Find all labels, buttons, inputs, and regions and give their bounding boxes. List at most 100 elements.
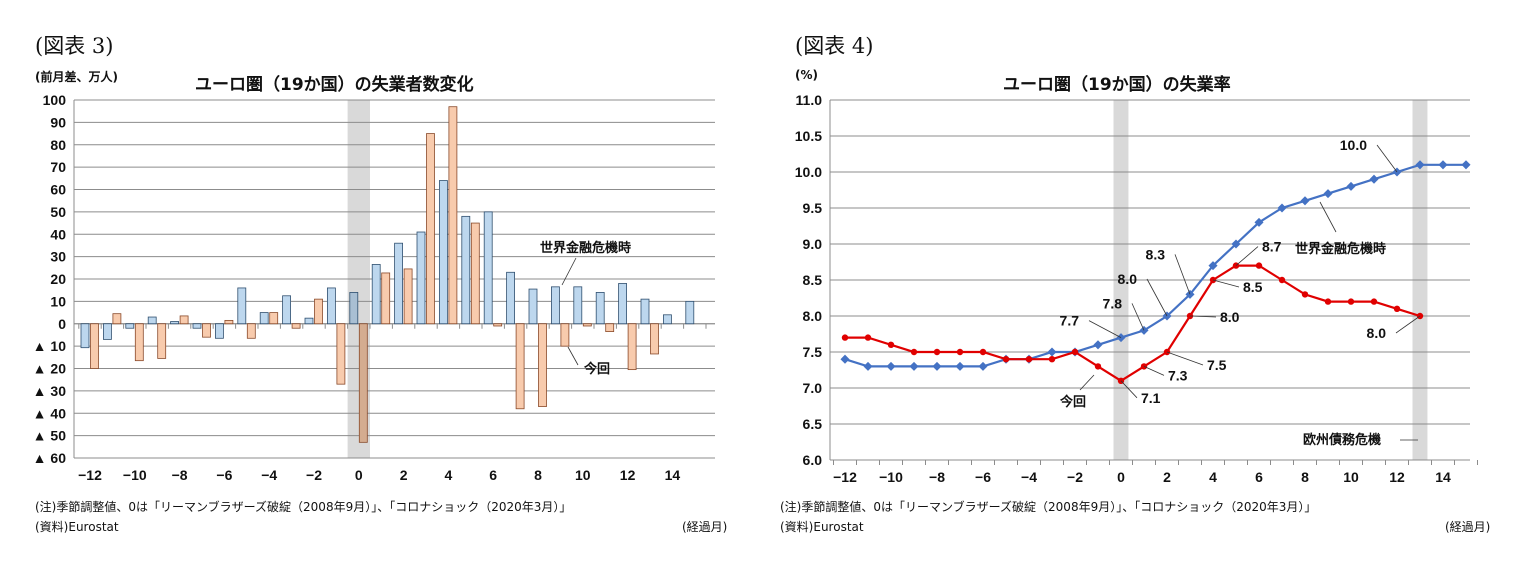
x-tick-label: −4 <box>1021 469 1037 485</box>
x-tick-label: 14 <box>665 467 681 483</box>
y-tick-label: ▲ 20 <box>33 361 67 377</box>
x-tick-label: −10 <box>879 469 903 485</box>
x-tick-label: −4 <box>261 467 277 483</box>
x-tick-label: 12 <box>620 467 636 483</box>
point-gfc <box>1369 174 1379 184</box>
line-chart: 11.010.510.09.59.08.58.07.57.06.56.0−12−… <box>795 92 1478 485</box>
right-annotation-gfc-arrow <box>1319 201 1337 233</box>
point-gfc <box>886 361 896 371</box>
bar-gfc <box>438 180 448 325</box>
point-gfc <box>909 361 919 371</box>
y-tick-label: ▲ 40 <box>33 405 67 421</box>
point-current <box>979 348 987 356</box>
bar-gfc <box>573 286 583 325</box>
bar-gfc <box>483 211 493 325</box>
right-chart-title: ユーロ圏（19か国）の失業率 <box>1003 75 1231 95</box>
y-tick-label: ▲ 30 <box>33 383 67 399</box>
left-note: (注)季節調整値、0は「リーマンブラザーズ破綻（2008年9月）」、「コロナショ… <box>35 500 572 514</box>
x-tick-label: 4 <box>1209 469 1217 485</box>
bar-gfc <box>349 292 359 325</box>
y-tick-label: 9.0 <box>803 236 823 252</box>
right-annotation-gfc: 世界金融危機時 <box>1295 241 1386 257</box>
point-gfc <box>863 361 873 371</box>
x-tick-label: 6 <box>1255 469 1263 485</box>
data-label-leader <box>1174 254 1191 295</box>
y-tick-label: 50 <box>50 204 66 220</box>
y-tick-label: 70 <box>50 159 66 175</box>
point-current <box>1002 356 1010 363</box>
point-current <box>1393 305 1401 312</box>
point-current <box>864 334 872 341</box>
bar-gfc <box>237 287 247 325</box>
bar-gfc <box>259 312 269 325</box>
data-label-leader <box>1143 366 1165 376</box>
bar-gfc <box>282 295 292 325</box>
x-tick-label: −12 <box>833 469 857 485</box>
y-tick-label: 90 <box>50 114 66 130</box>
right-note: (注)季節調整値、0は「リーマンブラザーズ破綻（2008年9月）」、「コロナショ… <box>780 500 1317 514</box>
point-current <box>1025 356 1033 363</box>
left-annotation-gfc: 世界金融危機時 <box>540 240 631 256</box>
y-tick-label: 8.0 <box>803 308 823 324</box>
bar-current <box>358 323 368 443</box>
data-label-leader <box>1131 303 1145 331</box>
right-xlabel: (経過月) <box>1445 520 1491 534</box>
bar-gfc <box>618 283 627 325</box>
x-tick-label: 6 <box>489 467 497 483</box>
x-tick-label: 2 <box>400 467 408 483</box>
data-label-leader <box>1166 351 1204 366</box>
bar-gfc <box>551 286 560 325</box>
y-tick-label: 0 <box>58 316 66 332</box>
bar-current <box>134 323 144 362</box>
y-tick-label: 7.5 <box>803 344 823 360</box>
data-label: 8.0 <box>1367 325 1387 341</box>
data-label-leader <box>1146 278 1168 317</box>
bar-current <box>112 313 122 325</box>
data-label: 7.1 <box>1141 390 1161 406</box>
point-current <box>1140 363 1148 370</box>
y-tick-label: 6.5 <box>803 416 823 432</box>
point-current <box>910 348 918 356</box>
point-gfc <box>1323 189 1333 199</box>
left-annotation-current: 今回 <box>583 361 610 377</box>
data-label-leader <box>1189 315 1217 318</box>
bar-gfc <box>394 242 404 325</box>
bar-current <box>403 268 413 325</box>
data-label: 8.7 <box>1262 239 1282 255</box>
bar-gfc <box>192 323 202 329</box>
x-tick-label: 12 <box>1389 469 1405 485</box>
data-label-leader <box>1088 320 1122 338</box>
bar-gfc <box>528 288 538 325</box>
x-tick-label: −8 <box>172 467 188 483</box>
data-label-leader <box>1212 279 1240 288</box>
bar-current <box>291 323 301 329</box>
bar-current <box>202 323 211 338</box>
y-tick-label: 10 <box>50 293 66 309</box>
bar-current <box>538 323 547 407</box>
point-gfc <box>840 354 850 364</box>
x-tick-label: −2 <box>306 467 322 483</box>
bar-current <box>470 222 480 325</box>
bar-gfc <box>214 323 224 339</box>
data-label-leader <box>1120 380 1138 399</box>
bar-current <box>426 133 435 325</box>
point-current <box>956 348 964 356</box>
right-annotation-debt: 欧州債務危機 <box>1303 432 1381 448</box>
x-tick-label: 14 <box>1435 469 1451 485</box>
left-figure-label: (図表 3) <box>35 34 114 58</box>
point-current <box>841 334 849 341</box>
bar-gfc <box>125 323 135 329</box>
x-tick-label: −6 <box>975 469 991 485</box>
bar-current <box>493 323 503 327</box>
bar-gfc <box>506 271 516 325</box>
y-tick-label: 7.0 <box>803 380 823 396</box>
bar-current <box>246 323 256 339</box>
bar-gfc <box>416 231 426 325</box>
y-tick-label: 10.5 <box>795 128 822 144</box>
point-gfc <box>1461 160 1471 170</box>
bar-gfc <box>304 317 314 325</box>
point-current <box>1278 276 1286 284</box>
point-gfc <box>1438 160 1448 170</box>
